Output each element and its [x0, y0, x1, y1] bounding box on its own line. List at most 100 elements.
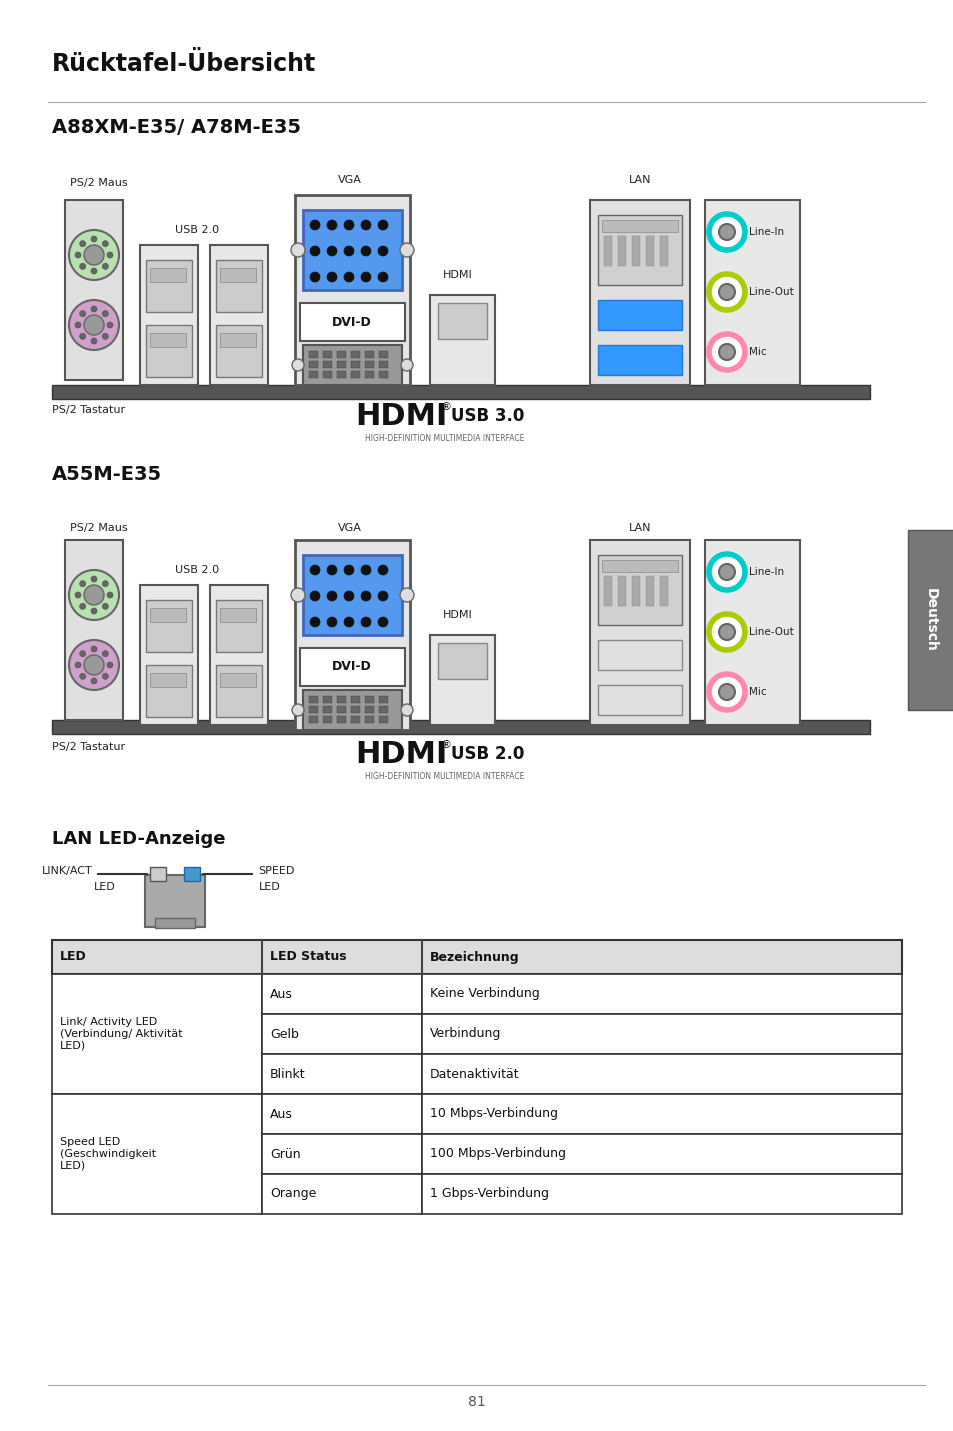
Bar: [294, 195, 410, 385]
Text: Aus: Aus: [270, 987, 293, 1000]
Circle shape: [344, 565, 354, 575]
Bar: [336, 361, 346, 368]
Bar: [323, 361, 332, 368]
Text: HDMI: HDMI: [442, 610, 473, 620]
Bar: [65, 200, 123, 381]
Bar: [323, 716, 332, 723]
Text: Mic: Mic: [748, 346, 766, 356]
Circle shape: [80, 581, 86, 587]
Circle shape: [84, 315, 104, 335]
Circle shape: [102, 263, 109, 269]
Circle shape: [719, 624, 734, 640]
Circle shape: [360, 617, 371, 627]
Bar: [421, 975, 901, 1015]
Bar: [150, 608, 186, 622]
Bar: [336, 695, 346, 703]
Circle shape: [344, 272, 354, 282]
Bar: [907, 529, 953, 710]
Text: USB 2.0: USB 2.0: [451, 746, 524, 763]
Circle shape: [708, 554, 744, 590]
Bar: [215, 325, 262, 376]
Text: LED: LED: [259, 881, 280, 892]
Bar: [210, 245, 268, 385]
Bar: [303, 210, 401, 290]
Bar: [303, 345, 401, 385]
Circle shape: [292, 359, 304, 371]
Bar: [351, 695, 359, 703]
Text: VGA: VGA: [337, 175, 361, 185]
Bar: [299, 648, 405, 685]
Bar: [52, 940, 901, 975]
Circle shape: [327, 565, 336, 575]
Circle shape: [91, 645, 97, 653]
Bar: [437, 303, 486, 339]
Bar: [336, 705, 346, 713]
Circle shape: [107, 592, 112, 598]
Circle shape: [107, 663, 112, 668]
Bar: [336, 716, 346, 723]
Bar: [262, 1173, 421, 1213]
Bar: [309, 695, 317, 703]
Text: Verbindung: Verbindung: [430, 1027, 501, 1040]
Bar: [351, 361, 359, 368]
Circle shape: [344, 220, 354, 230]
Text: USB 2.0: USB 2.0: [174, 565, 219, 575]
Bar: [215, 600, 262, 653]
Circle shape: [69, 230, 119, 280]
Text: Mic: Mic: [748, 687, 766, 697]
Bar: [150, 268, 186, 282]
Text: VGA: VGA: [337, 522, 361, 532]
Bar: [421, 1095, 901, 1133]
Bar: [603, 236, 612, 266]
Circle shape: [75, 663, 81, 668]
Circle shape: [399, 588, 414, 602]
Bar: [52, 975, 262, 1095]
Circle shape: [327, 591, 336, 601]
Circle shape: [292, 704, 304, 716]
Bar: [336, 371, 346, 378]
Bar: [421, 1015, 901, 1055]
Bar: [430, 635, 495, 726]
Text: 81: 81: [468, 1395, 485, 1410]
Circle shape: [102, 674, 109, 680]
Bar: [210, 585, 268, 726]
Circle shape: [708, 215, 744, 250]
Circle shape: [80, 311, 86, 316]
Bar: [378, 351, 388, 358]
Bar: [378, 716, 388, 723]
Circle shape: [91, 678, 97, 684]
Circle shape: [80, 333, 86, 339]
Text: LED: LED: [94, 881, 115, 892]
Bar: [598, 640, 681, 670]
Text: Blinkt: Blinkt: [270, 1068, 305, 1080]
Bar: [220, 333, 255, 346]
Text: HDMI: HDMI: [355, 402, 447, 431]
Text: Grün: Grün: [270, 1148, 300, 1161]
Text: USB 3.0: USB 3.0: [451, 406, 524, 425]
Bar: [309, 716, 317, 723]
Text: ®: ®: [440, 740, 452, 750]
Text: Line-In: Line-In: [748, 228, 783, 238]
Bar: [598, 345, 681, 375]
Text: HIGH-DEFINITION MULTIMEDIA INTERFACE: HIGH-DEFINITION MULTIMEDIA INTERFACE: [365, 771, 524, 781]
Circle shape: [75, 592, 81, 598]
Bar: [659, 577, 667, 605]
Text: Datenaktivität: Datenaktivität: [430, 1068, 519, 1080]
Bar: [220, 608, 255, 622]
Text: LINK/ACT: LINK/ACT: [42, 866, 92, 876]
Circle shape: [377, 246, 388, 256]
Circle shape: [80, 674, 86, 680]
Bar: [299, 303, 405, 341]
Bar: [351, 371, 359, 378]
Circle shape: [69, 640, 119, 690]
Circle shape: [377, 591, 388, 601]
Text: Orange: Orange: [270, 1188, 316, 1201]
Circle shape: [719, 343, 734, 361]
Bar: [262, 1133, 421, 1173]
Text: Bezeichnung: Bezeichnung: [430, 950, 519, 963]
Circle shape: [708, 614, 744, 650]
Circle shape: [75, 252, 81, 258]
Text: Deutsch: Deutsch: [923, 588, 937, 653]
Circle shape: [344, 617, 354, 627]
Circle shape: [91, 306, 97, 312]
